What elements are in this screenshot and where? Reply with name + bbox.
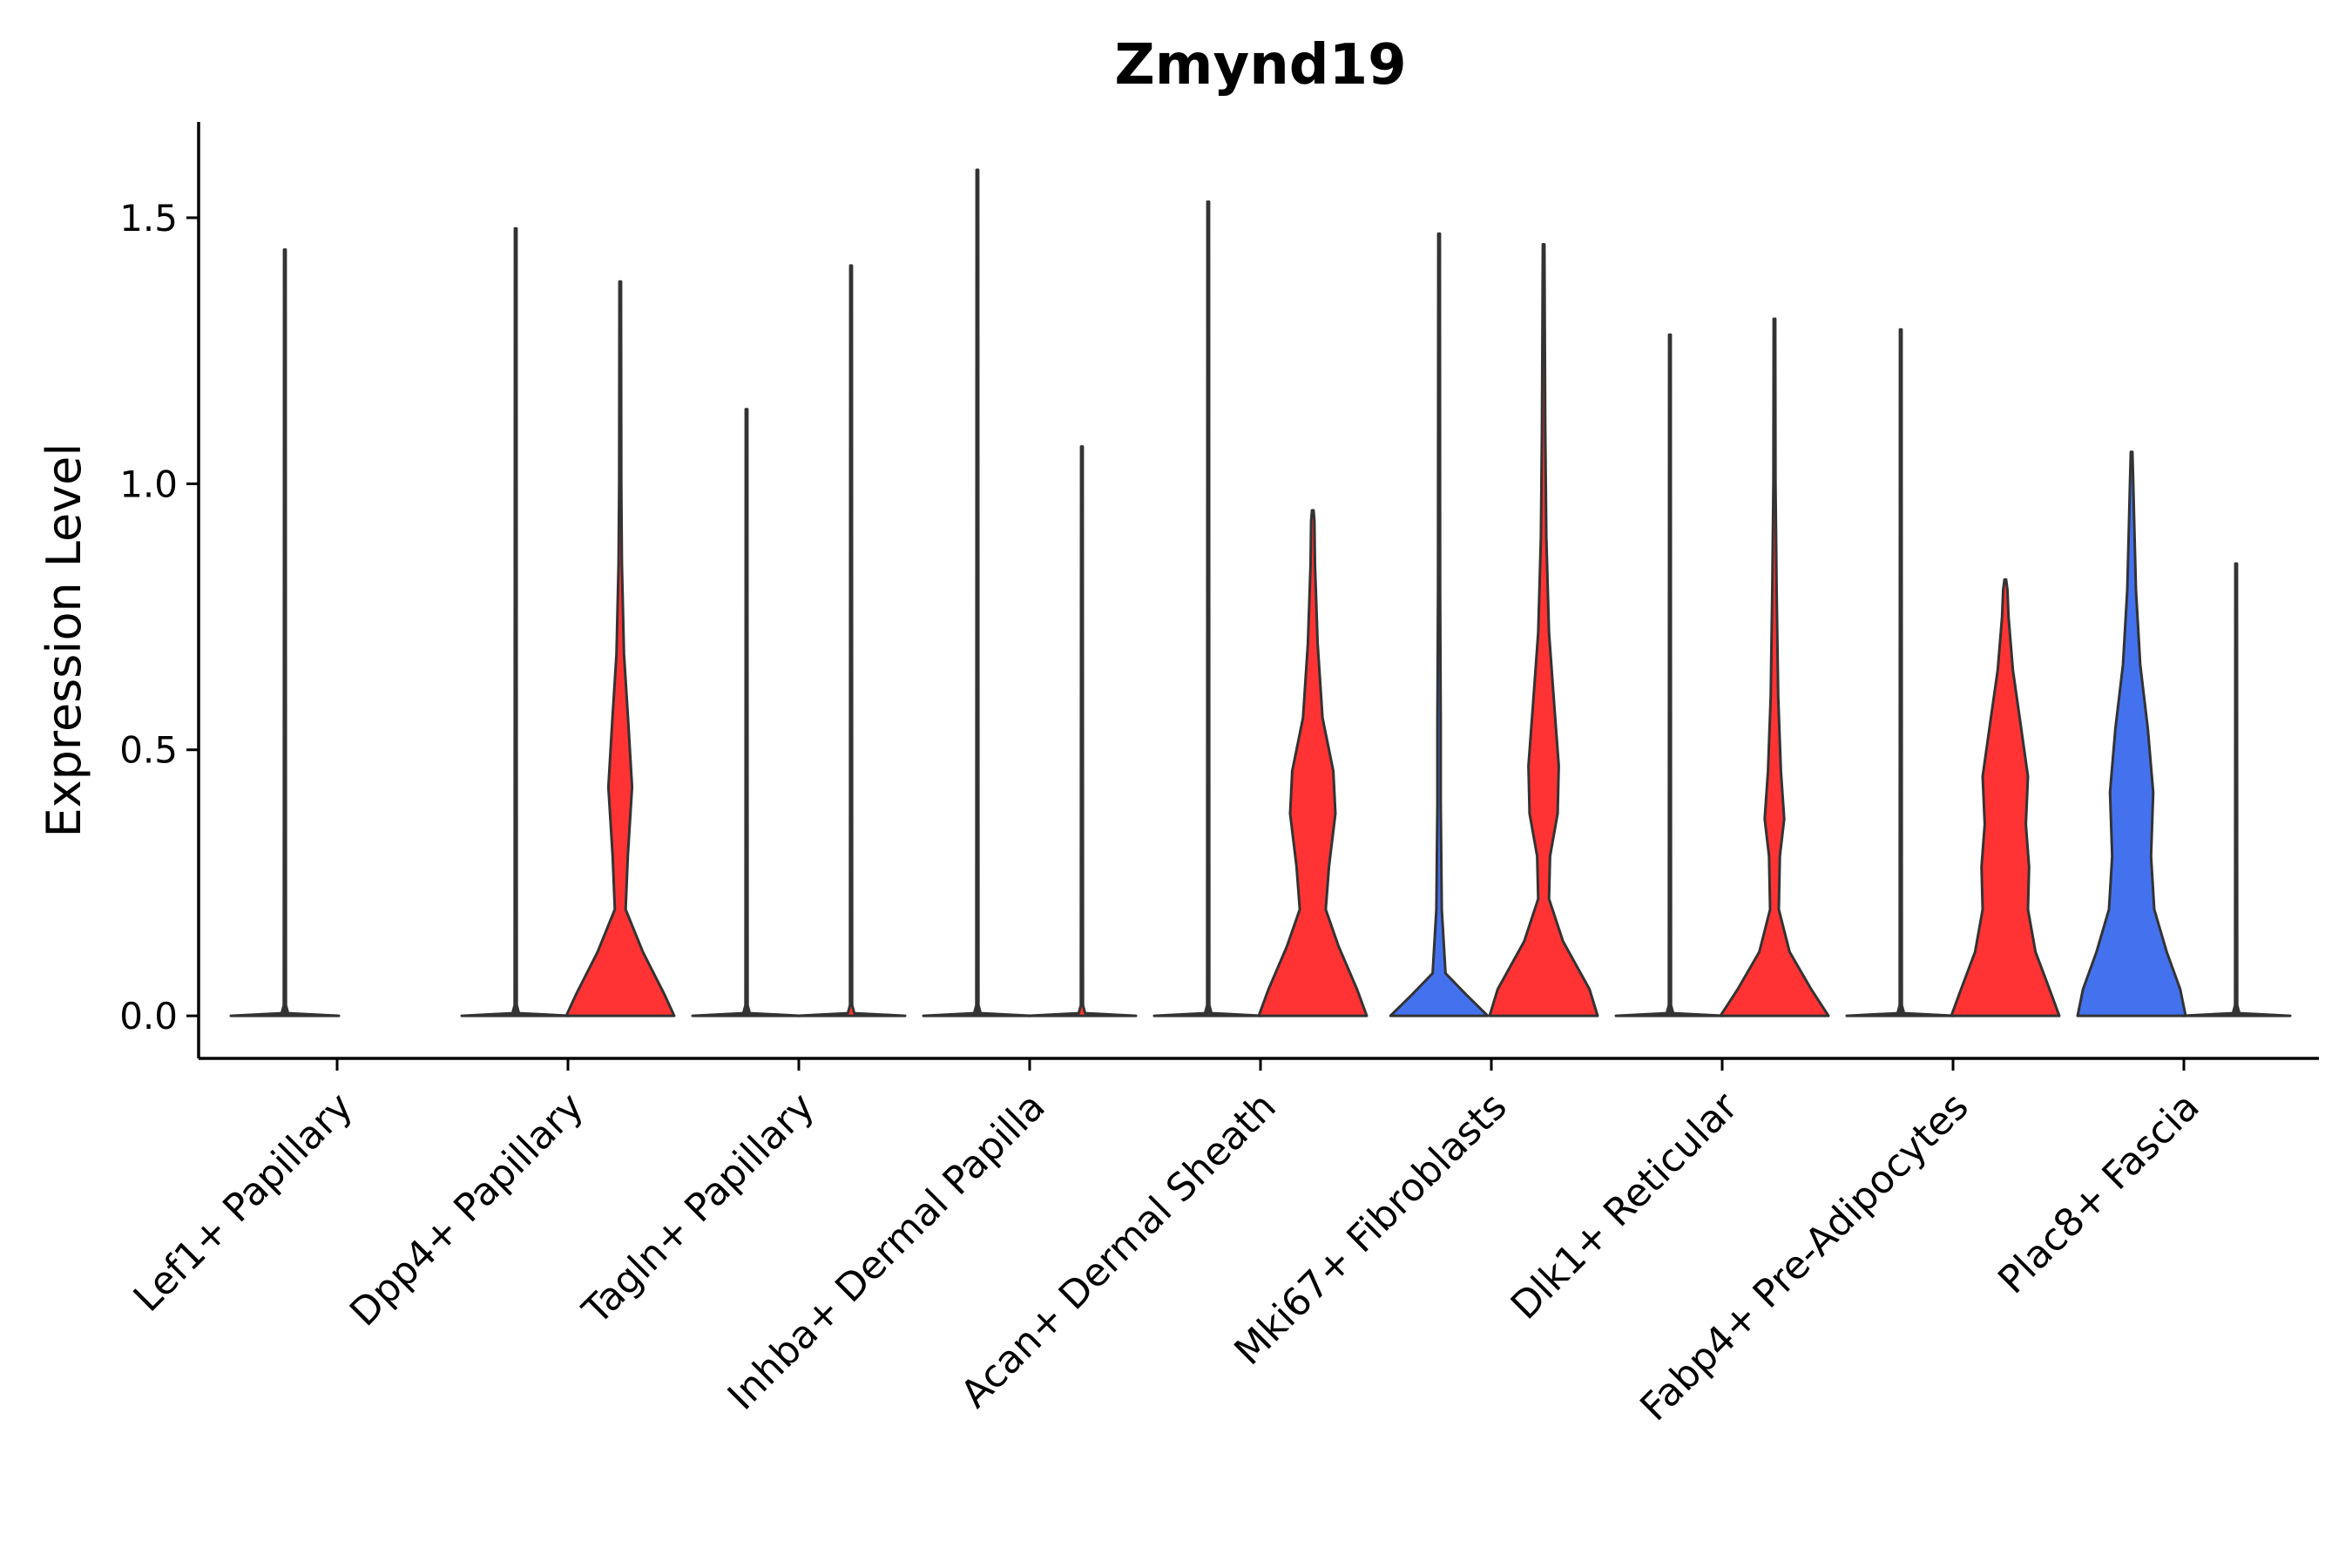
violin-high: [1257, 509, 1369, 1017]
x-tick-label: Tagln+ Papillary: [574, 1085, 823, 1334]
violin-high: [564, 280, 676, 1017]
y-tick-label: 0.5: [119, 729, 178, 772]
y-tick-label: 1.0: [119, 463, 178, 505]
violin-low: [460, 226, 571, 1017]
violin-low: [1614, 333, 1726, 1017]
x-tick-label: Lef1+ Papillary: [125, 1085, 362, 1321]
violin-high: [1719, 317, 1830, 1017]
chart-title: Zmynd19: [1114, 33, 1406, 98]
violin-high: [1488, 243, 1599, 1017]
violin-low: [691, 408, 802, 1017]
y-tick-label: 1.5: [119, 197, 178, 240]
x-tick-label: Dlk1+ Reticular: [1503, 1084, 1747, 1328]
violin-mid: [2180, 562, 2292, 1017]
y-axis-label: Expression Level: [37, 443, 91, 838]
violins-layer: [229, 168, 2292, 1017]
y-axis: 0.0 0.5 1.0 1.5: [119, 122, 200, 1058]
x-tick-label: Dpp4+ Papillary: [341, 1085, 592, 1335]
x-tick-label: Plac8+ Fascia: [1990, 1085, 2208, 1303]
violin-mid: [2076, 450, 2187, 1017]
violin-low: [922, 168, 1033, 1017]
y-tick-label: 0.0: [119, 995, 178, 1037]
violin-high: [1950, 578, 2061, 1017]
violin-low: [1152, 200, 1264, 1017]
violin-low: [229, 248, 341, 1017]
violin-mid: [1389, 232, 1490, 1017]
violin-high: [795, 264, 907, 1017]
violin-low: [1845, 328, 1957, 1017]
violin-high: [1026, 445, 1138, 1017]
